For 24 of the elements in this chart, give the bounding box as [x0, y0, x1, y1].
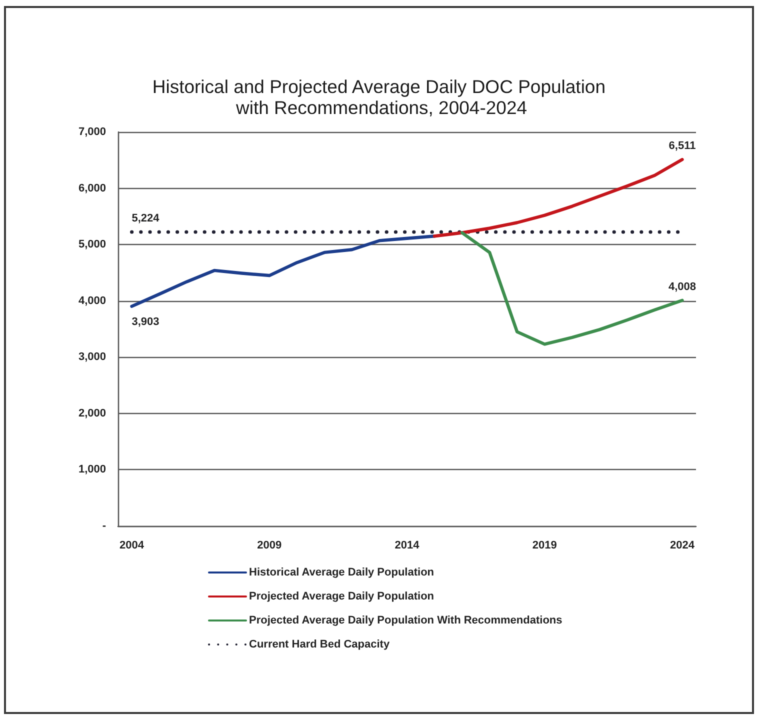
legend-label: Historical Average Daily Population [249, 566, 434, 578]
x-tick-label: 2004 [120, 540, 145, 552]
line-series [432, 158, 684, 238]
data-label: 3,903 [132, 316, 160, 328]
line-series [130, 234, 436, 308]
x-tick-label: 2024 [670, 540, 696, 552]
y-tick-label: 6,000 [78, 182, 106, 194]
legend-label: Projected Average Daily Population [249, 590, 434, 602]
y-tick-label: 4,000 [78, 294, 106, 307]
data-label: 5,224 [132, 212, 160, 224]
x-tick-label: 2009 [257, 540, 282, 552]
legend-label: Projected Average Daily Population With Recommendations [249, 614, 562, 626]
y-tick-label: 7,000 [78, 126, 106, 138]
legend-label: Current Hard Bed Capacity [249, 638, 390, 650]
y-tick-label: 3,000 [78, 351, 106, 364]
data-label: 4,008 [668, 280, 696, 293]
data-label: 6,511 [668, 140, 696, 152]
y-tick-label: 1,000 [78, 464, 106, 476]
y-tick-label: 2,000 [78, 407, 106, 420]
x-tick-label: 2019 [532, 540, 557, 552]
x-tick-label: 2014 [394, 540, 420, 552]
chart-title: Historical and Projected Average Daily DOC Population with Recommendations, 2004-2024 [152, 76, 611, 118]
y-tick-label: 5,000 [78, 238, 106, 251]
y-tick-label: - [102, 520, 106, 532]
